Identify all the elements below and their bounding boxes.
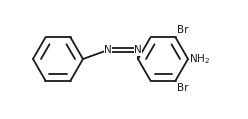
Text: N: N <box>104 45 112 55</box>
Text: Br: Br <box>177 83 188 93</box>
Text: N: N <box>134 45 142 55</box>
Text: Br: Br <box>177 25 188 35</box>
Text: NH$_2$: NH$_2$ <box>189 52 210 66</box>
